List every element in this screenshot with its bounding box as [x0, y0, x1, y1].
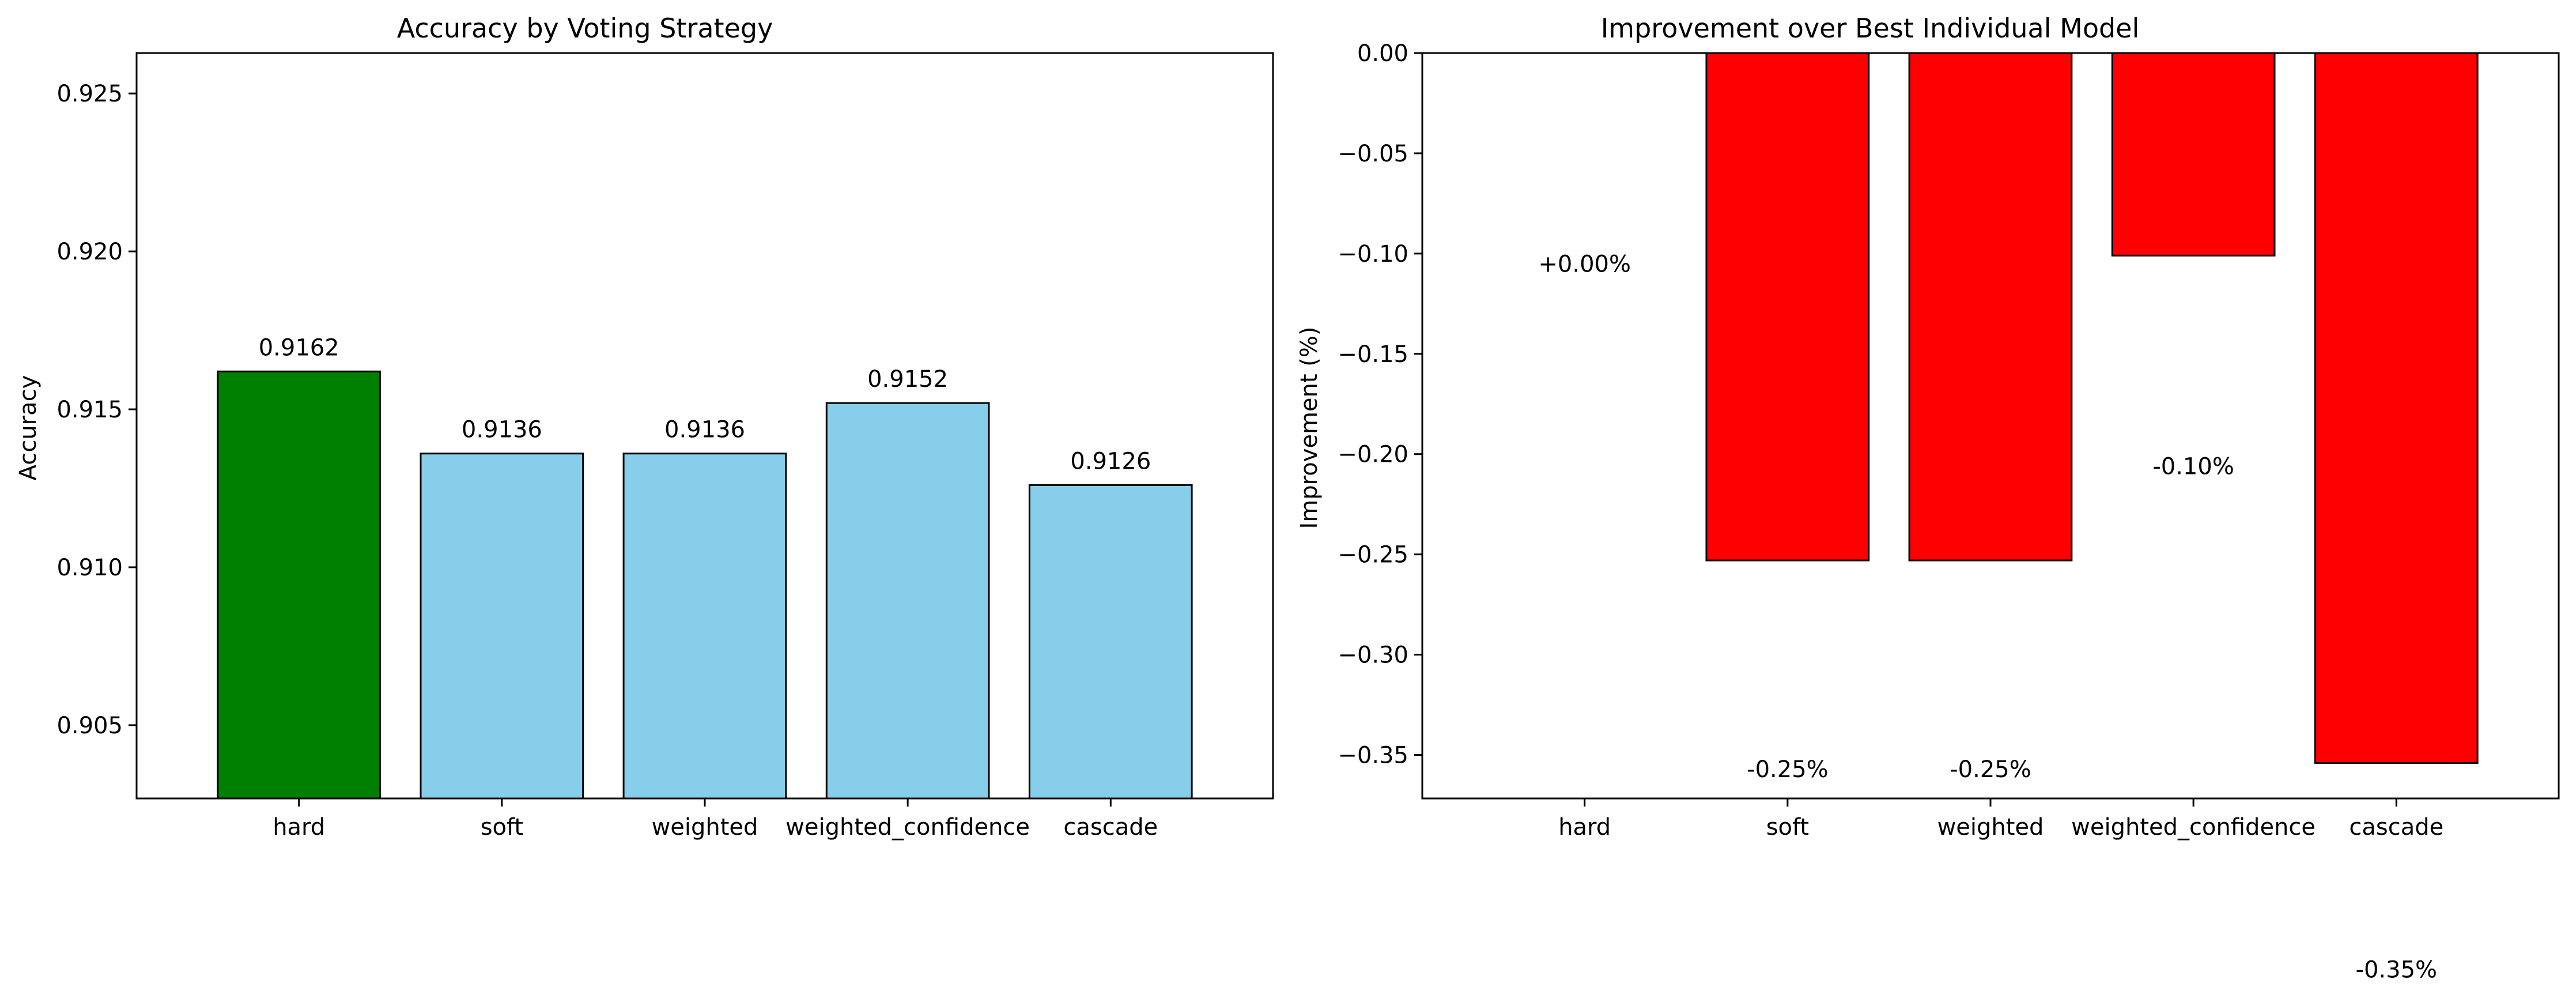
x-tick-label: cascade — [1063, 814, 1158, 841]
data-label-cascade: -0.35% — [2356, 957, 2438, 984]
y-tick-label: 0.00 — [1357, 40, 1408, 67]
bar-cascade — [1028, 484, 1193, 800]
data-labels: 0.9162 0.9136 0.9136 0.9152 0.9126 — [259, 334, 1151, 474]
x-tick-label: cascade — [2349, 814, 2443, 841]
chart-title: Improvement over Best Individual Model — [1601, 13, 2140, 44]
bar-soft — [420, 453, 584, 800]
y-axis-label: Improvement (%) — [1296, 326, 1323, 529]
y-tick-label: 0.910 — [56, 555, 123, 581]
y-ticks: 0.905 0.910 0.915 0.920 0.925 — [56, 81, 137, 739]
data-label-weighted: -0.25% — [1950, 756, 2031, 783]
y-tick-label: −0.10 — [1338, 241, 1408, 267]
y-tick-label: −0.15 — [1338, 341, 1408, 368]
y-ticks: 0.00 −0.05 −0.10 −0.15 −0.20 −0.25 −0.30 −0.35 — [1338, 40, 1422, 769]
y-tick-label: −0.25 — [1338, 542, 1408, 568]
y-tick-label: 0.925 — [56, 81, 123, 107]
bar-hard — [217, 370, 382, 800]
bar-weighted_confidence — [825, 402, 990, 800]
bar-weighted — [1908, 52, 2073, 562]
x-tick-label: hard — [273, 814, 325, 841]
x-ticks: hard soft weighted weighted_confidence casca… — [1558, 798, 2443, 841]
y-tick-label: −0.05 — [1338, 141, 1408, 167]
y-tick-label: −0.20 — [1338, 442, 1408, 468]
chart-title: Accuracy by Voting Strategy — [397, 13, 773, 44]
data-label-weighted_confidence: -0.10% — [2152, 454, 2234, 480]
y-axis-label: Accuracy — [15, 375, 41, 481]
data-label-hard: 0.9162 — [259, 334, 339, 361]
y-tick-label: −0.30 — [1338, 642, 1408, 669]
data-label-weighted_confidence: 0.9152 — [867, 366, 948, 393]
data-label-cascade: 0.9126 — [1070, 449, 1151, 475]
data-label-soft: -0.25% — [1747, 756, 1829, 783]
chart-accuracy: Accuracy by Voting Strategy Accuracy 0.9… — [15, 13, 1274, 841]
data-label-weighted: 0.9136 — [664, 417, 745, 443]
bars — [1705, 52, 2479, 764]
bar-soft — [1705, 52, 1870, 562]
x-tick-label: weighted — [652, 814, 758, 841]
data-label-hard: +0.00% — [1538, 251, 1631, 277]
x-tick-label: hard — [1558, 814, 1611, 841]
x-tick-label: weighted_confidence — [785, 814, 1030, 841]
bar-cascade — [2314, 52, 2479, 764]
bars — [217, 370, 1193, 800]
y-tick-label: 0.915 — [56, 397, 123, 423]
x-tick-label: soft — [481, 814, 523, 841]
bar-weighted_confidence — [2111, 52, 2276, 257]
data-labels: +0.00% -0.25% -0.25% -0.10% -0.35% — [1538, 251, 2437, 983]
data-label-soft: 0.9136 — [462, 417, 542, 443]
y-tick-label: 0.905 — [56, 713, 123, 739]
x-ticks: hard soft weighted weighted_confidence casca… — [273, 798, 1158, 841]
x-tick-label: weighted — [1937, 814, 2044, 841]
x-tick-label: soft — [1766, 814, 1809, 841]
y-tick-label: 0.920 — [56, 239, 123, 265]
bar-weighted — [622, 453, 787, 800]
x-tick-label: weighted_confidence — [2071, 814, 2316, 841]
y-tick-label: −0.35 — [1338, 743, 1408, 769]
chart-improvement: Improvement over Best Individual Model I… — [1296, 13, 2560, 984]
